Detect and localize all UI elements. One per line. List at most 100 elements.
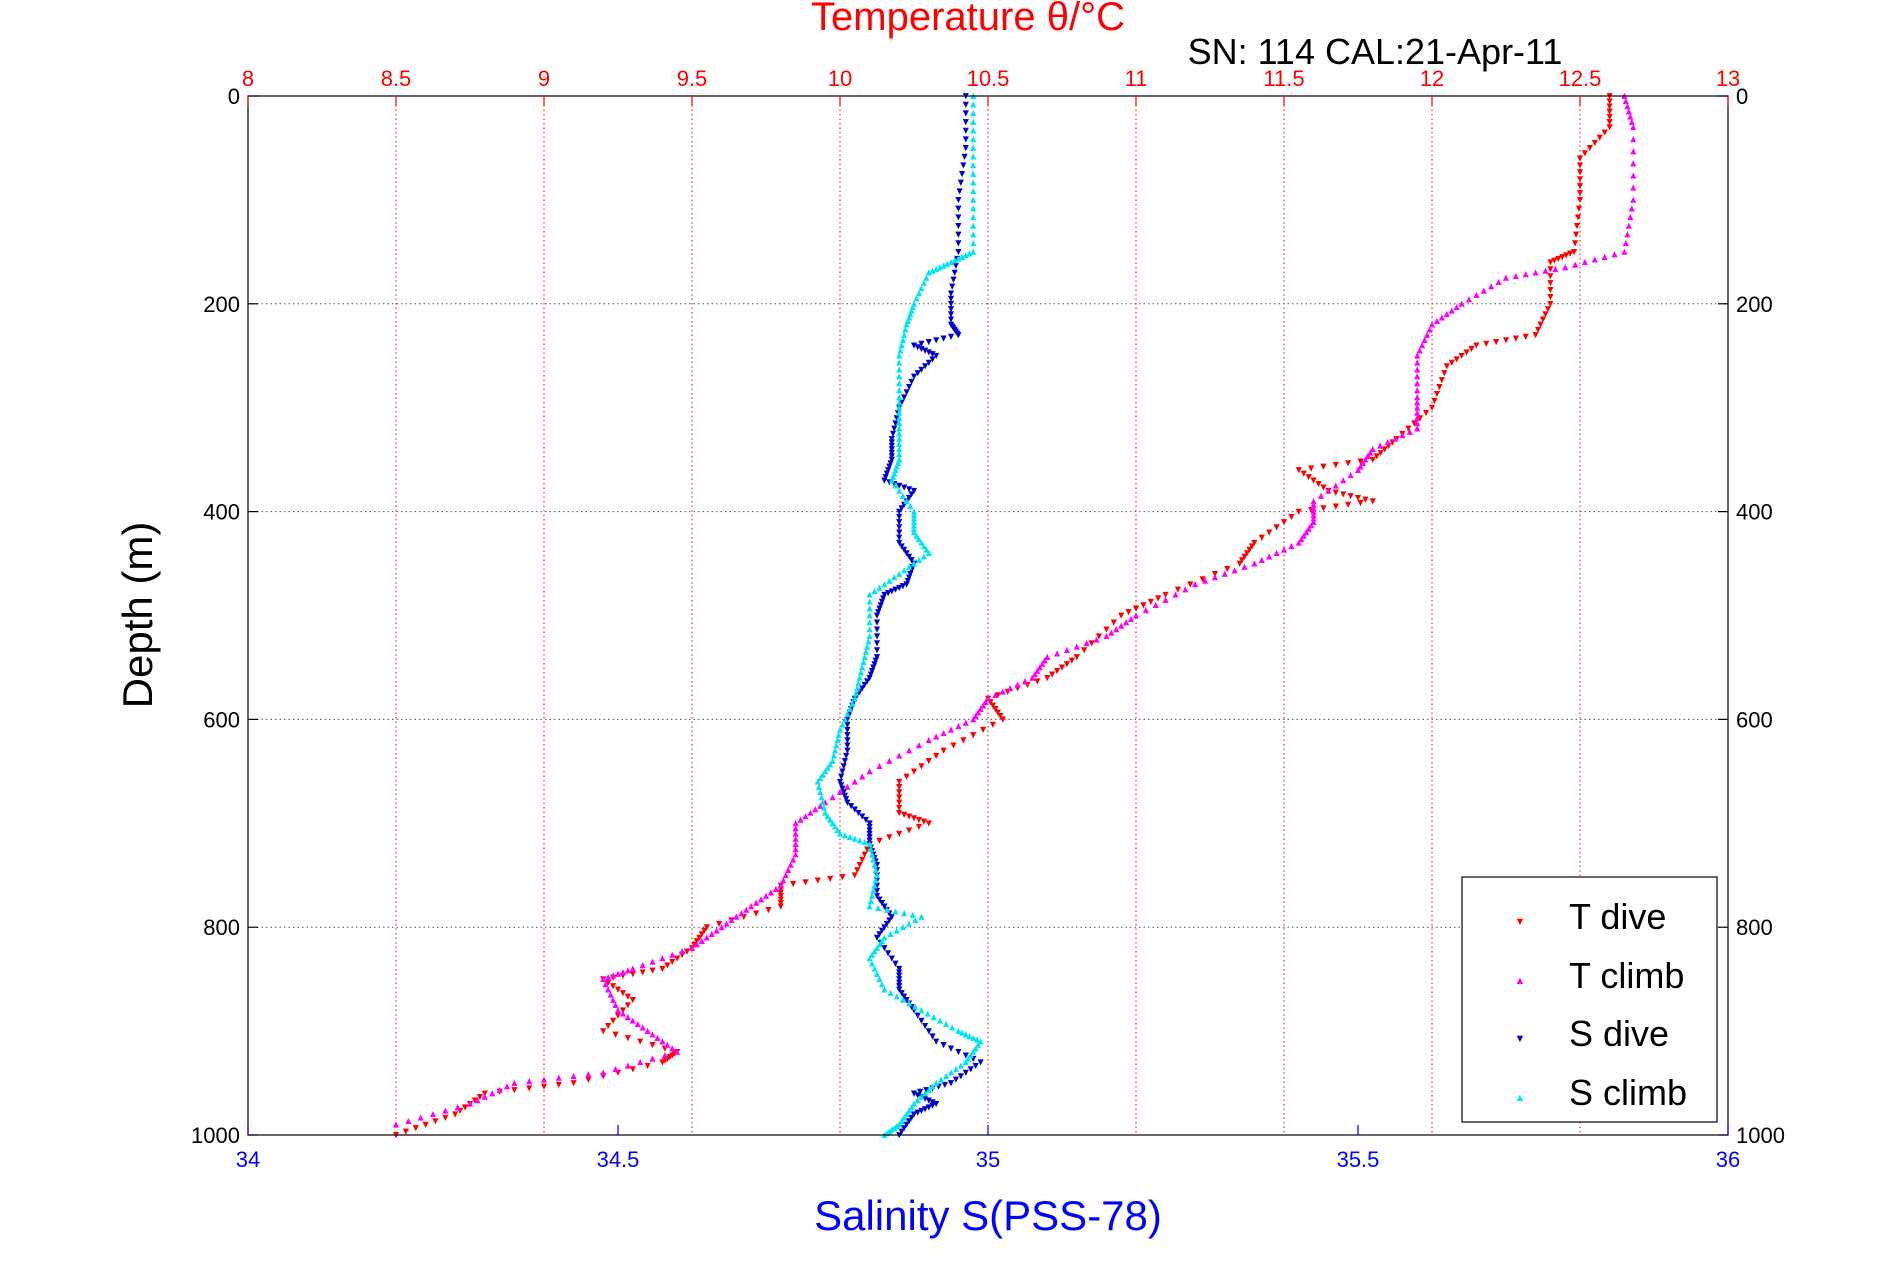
data-point (1624, 103, 1631, 110)
data-point (782, 871, 789, 879)
data-point (1320, 505, 1327, 512)
data-point (609, 1017, 617, 1024)
data-point (1630, 123, 1637, 131)
data-point (896, 799, 903, 806)
data-point (957, 179, 964, 186)
data-point (664, 962, 671, 969)
data-point (881, 934, 888, 941)
data-point (866, 598, 873, 605)
temperature-tick-label: 10 (828, 66, 852, 91)
data-point (780, 877, 787, 884)
data-point (942, 1072, 950, 1080)
data-point (856, 837, 863, 844)
data-point (624, 1035, 631, 1042)
series-s-climb (814, 92, 984, 1138)
data-point (812, 806, 819, 813)
data-point (829, 757, 836, 764)
data-point (950, 276, 957, 283)
data-point (1142, 607, 1149, 614)
data-point (918, 1017, 925, 1024)
data-point (908, 491, 915, 498)
data-point (1576, 155, 1584, 162)
data-point (873, 970, 881, 977)
data-point (896, 524, 903, 531)
data-point (1537, 321, 1544, 328)
data-point (654, 1034, 661, 1041)
data-point (1630, 136, 1637, 143)
data-point (738, 910, 745, 917)
data-point (1345, 460, 1352, 467)
data-point (940, 1042, 947, 1049)
salinity-tick-label: 34.5 (597, 1147, 640, 1172)
legend: ▼ T dive ▲ T climb ▼ S dive ▲ S climb (1461, 876, 1718, 1123)
data-point (871, 948, 878, 955)
data-point (929, 1083, 936, 1090)
data-point (1552, 265, 1559, 273)
data-point (896, 778, 903, 786)
data-point (659, 965, 666, 973)
data-point (748, 903, 755, 910)
data-point (1031, 671, 1038, 678)
data-point (888, 955, 895, 962)
data-point (873, 654, 881, 661)
data-point (970, 213, 977, 221)
data-point (866, 955, 873, 962)
data-point (555, 1081, 562, 1089)
data-point (901, 394, 908, 401)
data-point (1147, 598, 1154, 605)
data-point (777, 889, 784, 896)
data-point (1041, 657, 1048, 664)
data-point (452, 1111, 459, 1118)
data-point (888, 442, 895, 450)
data-point (970, 101, 977, 108)
data-point (1453, 356, 1460, 363)
data-point (898, 1117, 905, 1125)
data-point (875, 609, 882, 616)
data-point (1093, 636, 1100, 643)
data-point (970, 196, 977, 203)
data-point (910, 487, 918, 495)
data-point (1310, 477, 1317, 484)
y-axis-title: Depth (m) (114, 522, 161, 709)
data-point (910, 1111, 918, 1118)
data-point (867, 897, 874, 905)
data-point (1473, 291, 1480, 299)
data-point (600, 975, 607, 983)
data-point (856, 861, 863, 869)
data-point (1532, 332, 1539, 339)
data-point (896, 976, 903, 983)
data-point (1627, 113, 1634, 120)
data-point (1187, 581, 1194, 588)
data-point (1021, 678, 1029, 685)
data-point (918, 284, 925, 292)
data-point (933, 1079, 940, 1086)
data-point (1547, 300, 1554, 308)
data-point (888, 449, 895, 456)
data-point (661, 1052, 668, 1059)
triangle-up-marker-icon: ▲ (1515, 1092, 1526, 1104)
data-point (936, 1017, 943, 1024)
data-point (614, 970, 622, 977)
data-point (1155, 595, 1162, 602)
data-point (624, 993, 631, 1000)
data-point (844, 742, 851, 749)
data-point (540, 1076, 548, 1083)
data-point (967, 1066, 974, 1073)
data-point (861, 839, 868, 846)
data-point (896, 387, 903, 394)
data-point (1049, 671, 1056, 678)
data-point (1295, 539, 1302, 546)
data-point (503, 1083, 511, 1090)
data-point (876, 584, 883, 591)
data-point (703, 924, 710, 931)
data-point (999, 716, 1006, 723)
depth-tick-label-right: 600 (1736, 707, 1773, 732)
data-point (940, 262, 947, 269)
data-point (1547, 280, 1554, 287)
data-point (923, 274, 930, 281)
data-point (918, 1093, 925, 1100)
data-point (1411, 420, 1418, 427)
data-point (612, 1001, 619, 1009)
data-point (962, 101, 969, 108)
data-point (905, 920, 913, 927)
